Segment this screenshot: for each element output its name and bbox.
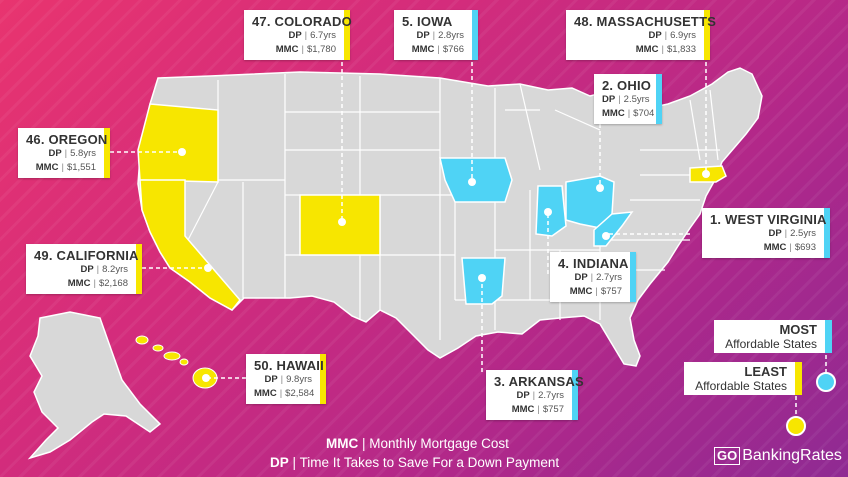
card-colorado: 47. COLORADO DP | 6.7yrs MMC | $1,780 [244, 10, 352, 60]
footer-dp: DP | Time It Takes to Save For a Down Pa… [270, 455, 560, 470]
legend-most-dot [816, 372, 836, 392]
us-mainland [137, 67, 763, 367]
card-title: 2. OHIO [602, 78, 652, 93]
card-title: 4. INDIANA [558, 256, 629, 271]
least-affordable-states [137, 103, 727, 311]
card-west-virginia: 1. WEST VIRGINIA DP | 2.5yrs MMC | $693 [702, 208, 830, 258]
state-iowa [439, 157, 513, 203]
card-title: 5. IOWA [402, 14, 453, 29]
card-title: 46. OREGON [26, 132, 108, 147]
card-title: 49. CALIFORNIA [34, 248, 139, 263]
alaska [27, 311, 162, 460]
card-indiana: 4. INDIANA DP | 2.7yrs MMC | $757 [550, 252, 636, 302]
legend-least-title: LEAST [744, 364, 787, 379]
legend-least-dot [786, 416, 806, 436]
markers [178, 148, 710, 382]
card-iowa: 5. IOWA DP | 2.8yrs MMC | $766 [394, 10, 478, 60]
brand-name: BankingRates [742, 447, 842, 464]
card-california: 49. CALIFORNIA DP | 8.2yrs MMC | $2,168 [26, 244, 142, 294]
card-massachusetts: 48. MASSACHUSETTS DP | 6.9yrs MMC | $1,833 [566, 10, 717, 60]
card-oregon: 46. OREGON DP | 5.8yrs MMC | $1,551 [18, 128, 110, 178]
brand-go: GO [714, 447, 741, 465]
legend-least: LEAST Affordable States [684, 362, 802, 395]
legend-least-text: Affordable States [695, 379, 787, 393]
card-hawaii: 50. HAWAII DP | 9.8yrs MMC | $2,584 [246, 354, 326, 404]
state-oregon [137, 103, 219, 183]
card-title: 3. ARKANSAS [494, 374, 584, 389]
card-title: 50. HAWAII [254, 358, 324, 373]
legend-most: MOST Affordable States [714, 320, 832, 353]
card-title: 48. MASSACHUSETTS [574, 14, 717, 29]
brand-logo: GO BankingRates [714, 447, 842, 465]
footer-mmc: MMC | Monthly Mortgage Cost [326, 436, 509, 451]
card-title: 1. WEST VIRGINIA [710, 212, 827, 227]
state-california [139, 179, 241, 311]
legend-most-title: MOST [779, 322, 817, 337]
card-title: 47. COLORADO [252, 14, 352, 29]
legend-most-text: Affordable States [725, 337, 817, 351]
card-arkansas: 3. ARKANSAS DP | 2.7yrs MMC | $757 [486, 370, 584, 420]
card-ohio: 2. OHIO DP | 2.5yrs MMC | $704 [594, 74, 662, 124]
hawaii [135, 335, 218, 389]
